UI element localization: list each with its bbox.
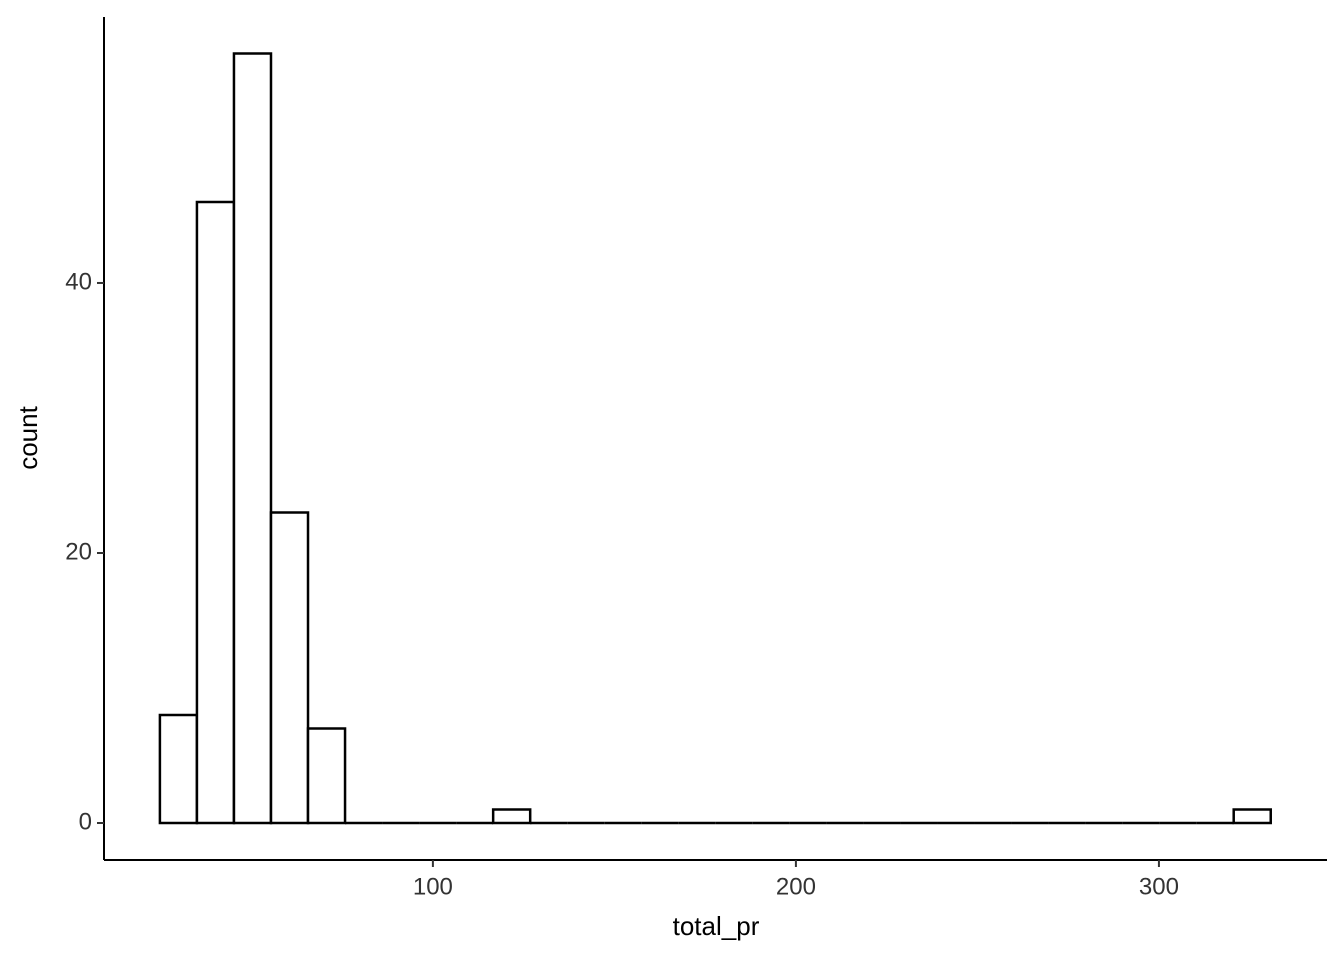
bar — [232, 52, 273, 825]
bar — [1232, 808, 1272, 825]
y-tick-label: 0 — [79, 808, 92, 835]
x-axis-title: total_pr — [673, 911, 760, 941]
bar — [306, 727, 347, 825]
y-axis-title: count — [13, 405, 43, 469]
bar — [158, 713, 199, 825]
y-tick-label: 40 — [65, 268, 92, 295]
y-tick-label: 20 — [65, 538, 92, 565]
bar — [195, 200, 236, 825]
x-tick-label: 100 — [413, 873, 453, 900]
x-tick-label: 200 — [776, 873, 816, 900]
bar — [491, 808, 532, 825]
bar — [269, 511, 310, 825]
x-tick-label: 300 — [1139, 873, 1179, 900]
